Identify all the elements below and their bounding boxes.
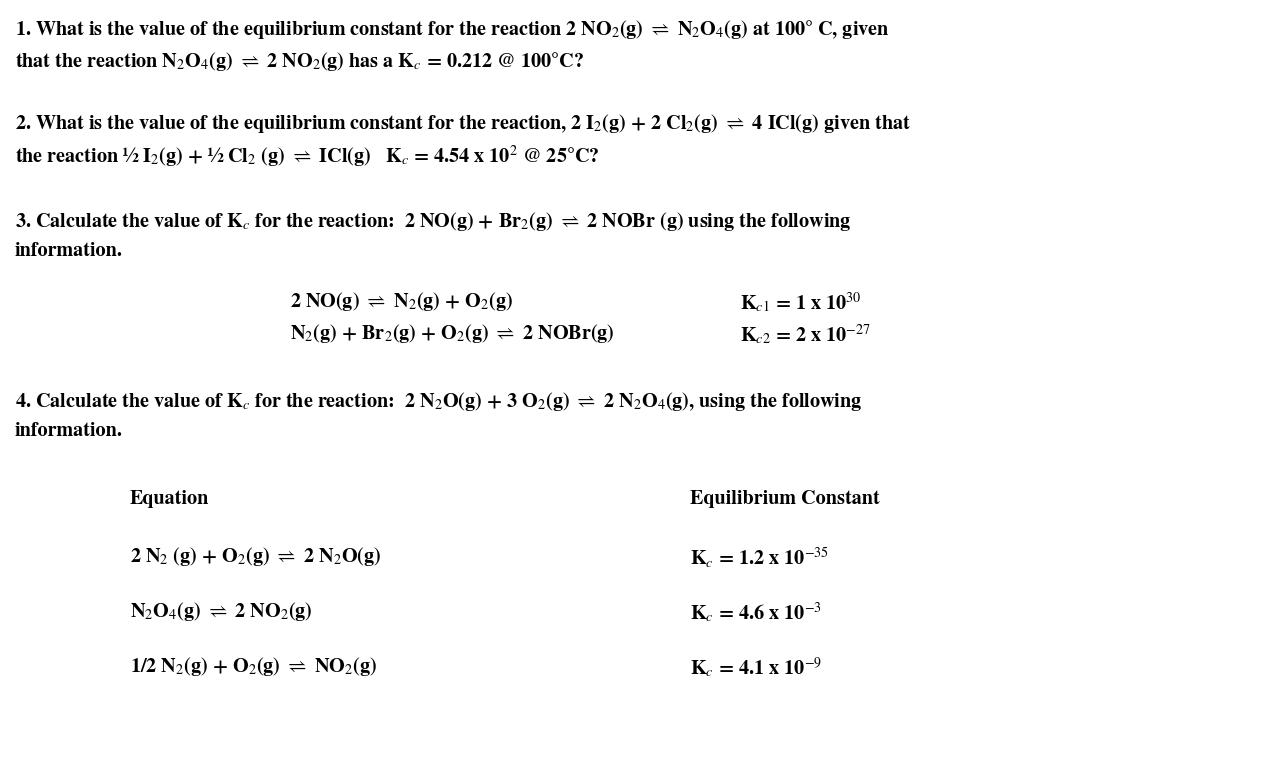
Text: information.: information. — [15, 422, 123, 440]
Text: information.: information. — [15, 242, 123, 260]
Text: Equation: Equation — [130, 490, 210, 508]
Text: 2 NO(g) $\rightleftharpoons$ N$_2$(g) + O$_2$(g): 2 NO(g) $\rightleftharpoons$ N$_2$(g) + … — [290, 290, 513, 313]
Text: K$_c$ = 1.2 x 10$^{-35}$: K$_c$ = 1.2 x 10$^{-35}$ — [690, 545, 829, 570]
Text: K$_c$ = 4.1 x 10$^{-9}$: K$_c$ = 4.1 x 10$^{-9}$ — [690, 655, 822, 680]
Text: N$_2$(g) + Br$_2$(g) + O$_2$(g) $\rightleftharpoons$ 2 NOBr(g): N$_2$(g) + Br$_2$(g) + O$_2$(g) $\rightl… — [290, 322, 615, 345]
Text: 1. What is the value of the equilibrium constant for the reaction 2 NO$_2$(g) $\: 1. What is the value of the equilibrium … — [15, 18, 889, 41]
Text: 1/2 N$_2$(g) + O$_2$(g) $\rightleftharpoons$ NO$_2$(g): 1/2 N$_2$(g) + O$_2$(g) $\rightleftharpo… — [130, 655, 377, 678]
Text: the reaction ½ I$_2$(g) + ½ Cl$_2$ (g) $\rightleftharpoons$ ICl(g)   K$_c$ = 4.5: the reaction ½ I$_2$(g) + ½ Cl$_2$ (g) $… — [15, 144, 599, 170]
Text: K$_{c2}$ = 2 x 10$^{-27}$: K$_{c2}$ = 2 x 10$^{-27}$ — [740, 322, 871, 347]
Text: N$_2$O$_4$(g) $\rightleftharpoons$ 2 NO$_2$(g): N$_2$O$_4$(g) $\rightleftharpoons$ 2 NO$… — [130, 600, 312, 623]
Text: 2 N$_2$ (g) + O$_2$(g) $\rightleftharpoons$ 2 N$_2$O(g): 2 N$_2$ (g) + O$_2$(g) $\rightleftharpoo… — [130, 545, 381, 568]
Text: 2. What is the value of the equilibrium constant for the reaction, 2 I$_2$(g) + : 2. What is the value of the equilibrium … — [15, 112, 911, 135]
Text: K$_{c1}$ = 1 x 10$^{30}$: K$_{c1}$ = 1 x 10$^{30}$ — [740, 290, 862, 315]
Text: 3. Calculate the value of K$_c$ for the reaction:  2 NO(g) + Br$_2$(g) $\rightle: 3. Calculate the value of K$_c$ for the … — [15, 210, 852, 233]
Text: 4. Calculate the value of K$_c$ for the reaction:  2 N$_2$O(g) + 3 O$_2$(g) $\ri: 4. Calculate the value of K$_c$ for the … — [15, 390, 862, 413]
Text: K$_c$ = 4.6 x 10$^{-3}$: K$_c$ = 4.6 x 10$^{-3}$ — [690, 600, 822, 625]
Text: that the reaction N$_2$O$_4$(g) $\rightleftharpoons$ 2 NO$_2$(g) has a K$_c$ = 0: that the reaction N$_2$O$_4$(g) $\rightl… — [15, 50, 584, 73]
Text: Equilibrium Constant: Equilibrium Constant — [690, 490, 880, 508]
